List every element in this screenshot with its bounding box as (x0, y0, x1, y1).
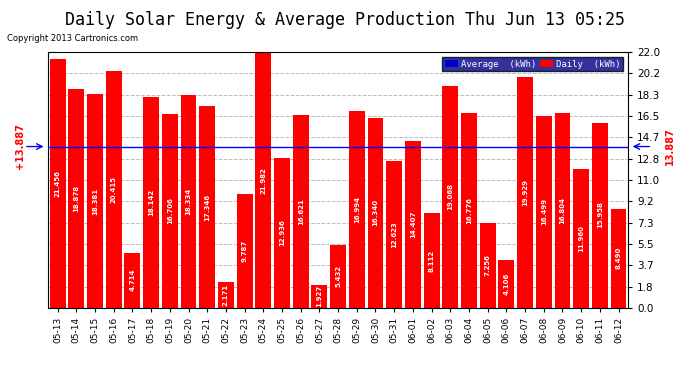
Bar (517, 76, 533, 308)
Bar (349, 111, 365, 308)
Bar (611, 209, 627, 308)
Text: 14.407: 14.407 (410, 210, 416, 238)
Text: 19.929: 19.929 (522, 178, 528, 206)
Text: 20.415: 20.415 (110, 176, 117, 202)
Bar (255, 53, 271, 307)
Bar (592, 123, 608, 308)
Bar (536, 116, 552, 308)
Bar (106, 71, 121, 308)
Text: 21.456: 21.456 (55, 170, 61, 196)
Bar (218, 282, 234, 308)
Text: 8.490: 8.490 (615, 247, 622, 270)
Bar (87, 94, 103, 308)
Text: 13.887: 13.887 (665, 128, 676, 165)
Text: 21.982: 21.982 (260, 166, 266, 194)
Legend: Average  (kWh), Daily  (kWh): Average (kWh), Daily (kWh) (442, 57, 623, 71)
Text: 18.334: 18.334 (186, 188, 192, 215)
Bar (144, 97, 159, 308)
Text: Daily Solar Energy & Average Production Thu Jun 13 05:25: Daily Solar Energy & Average Production … (65, 11, 625, 29)
Text: +13.887: +13.887 (15, 124, 26, 170)
Text: 18.381: 18.381 (92, 188, 98, 214)
Text: 12.936: 12.936 (279, 219, 285, 246)
Bar (124, 253, 140, 308)
Bar (368, 118, 384, 308)
Bar (162, 114, 178, 308)
Bar (424, 213, 440, 308)
Text: 12.623: 12.623 (391, 221, 397, 248)
Text: Copyright 2013 Cartronics.com: Copyright 2013 Cartronics.com (7, 34, 138, 43)
Text: 16.776: 16.776 (466, 197, 472, 224)
Text: 16.499: 16.499 (541, 198, 546, 225)
Text: 16.994: 16.994 (354, 195, 359, 223)
Text: 1.927: 1.927 (317, 285, 322, 308)
Bar (311, 285, 327, 308)
Bar (461, 113, 477, 308)
Bar (480, 224, 495, 308)
Text: 4.106: 4.106 (504, 273, 509, 295)
Text: 18.142: 18.142 (148, 189, 154, 216)
Text: 9.787: 9.787 (241, 240, 248, 262)
Text: 4.714: 4.714 (130, 269, 135, 291)
Text: 19.068: 19.068 (447, 183, 453, 210)
Bar (50, 59, 66, 308)
Bar (199, 106, 215, 308)
Bar (498, 260, 514, 308)
Bar (293, 115, 308, 308)
Text: 15.958: 15.958 (597, 202, 603, 228)
Bar (555, 113, 571, 308)
Text: 16.706: 16.706 (167, 197, 172, 224)
Bar (330, 244, 346, 308)
Text: 5.432: 5.432 (335, 265, 341, 287)
Bar (442, 87, 458, 308)
Text: 16.340: 16.340 (373, 199, 379, 226)
Bar (274, 158, 290, 308)
Text: 18.878: 18.878 (73, 184, 79, 211)
Bar (573, 169, 589, 308)
Bar (237, 194, 253, 308)
Bar (386, 161, 402, 308)
Text: 7.256: 7.256 (484, 255, 491, 276)
Text: 2.171: 2.171 (223, 284, 229, 306)
Text: 11.960: 11.960 (578, 225, 584, 252)
Bar (181, 95, 197, 308)
Text: 16.621: 16.621 (297, 198, 304, 225)
Bar (68, 88, 84, 308)
Text: 16.804: 16.804 (560, 196, 566, 223)
Bar (405, 141, 421, 308)
Text: 17.346: 17.346 (204, 194, 210, 220)
Text: 8.112: 8.112 (428, 249, 435, 272)
